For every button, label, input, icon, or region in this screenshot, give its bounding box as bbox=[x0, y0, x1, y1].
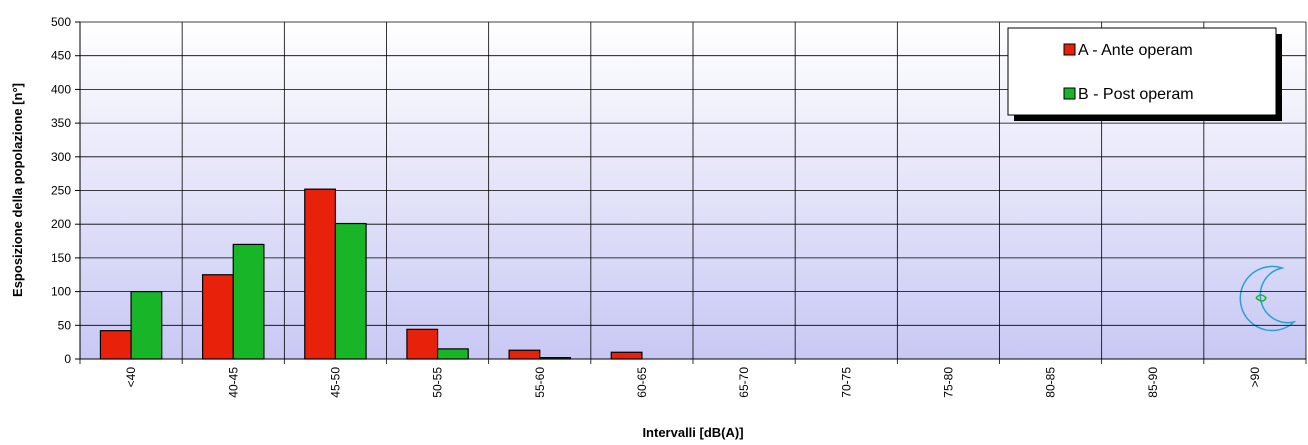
x-tick-label: 70-75 bbox=[839, 367, 853, 398]
x-tick-label: 55-60 bbox=[533, 367, 547, 398]
x-tick-label: 40-45 bbox=[226, 367, 240, 398]
legend-swatch bbox=[1063, 43, 1076, 56]
y-tick-label: 150 bbox=[51, 251, 71, 265]
bar bbox=[610, 351, 643, 360]
bar bbox=[406, 328, 439, 360]
bar bbox=[539, 357, 571, 360]
bar bbox=[334, 222, 367, 360]
x-tick-label: <40 bbox=[124, 367, 138, 388]
bar bbox=[508, 349, 541, 360]
x-tick-label: 50-55 bbox=[431, 367, 445, 398]
y-tick-label: 400 bbox=[51, 82, 71, 96]
y-tick-label: 200 bbox=[51, 217, 71, 231]
y-axis-title: Esposizione della popolazione [n°] bbox=[10, 83, 25, 297]
x-tick-label: 75-80 bbox=[941, 367, 955, 398]
y-tick-label: 0 bbox=[64, 352, 71, 366]
legend-label: B - Post operam bbox=[1078, 86, 1194, 103]
y-tick-label: 350 bbox=[51, 116, 71, 130]
bar bbox=[232, 243, 265, 360]
x-tick-label: 65-70 bbox=[737, 367, 751, 398]
x-axis-title: Intervalli [dB(A)] bbox=[642, 425, 743, 440]
bar bbox=[99, 330, 132, 360]
bar bbox=[202, 274, 234, 360]
x-tick-label: 45-50 bbox=[328, 367, 342, 398]
y-tick-label: 100 bbox=[51, 285, 71, 299]
legend-label: A - Ante operam bbox=[1078, 42, 1193, 59]
x-tick-label: 60-65 bbox=[635, 367, 649, 398]
y-tick-label: 500 bbox=[51, 15, 71, 29]
legend-swatch bbox=[1063, 87, 1076, 100]
bar bbox=[130, 291, 163, 360]
legend bbox=[1007, 27, 1277, 116]
bar bbox=[436, 348, 469, 360]
y-tick-label: 250 bbox=[51, 184, 71, 198]
bar bbox=[304, 188, 337, 360]
y-tick-label: 50 bbox=[58, 318, 72, 332]
x-tick-label: 85-90 bbox=[1146, 367, 1160, 398]
x-tick-label: >90 bbox=[1248, 367, 1262, 388]
y-tick-label: 300 bbox=[51, 150, 71, 164]
y-tick-label: 450 bbox=[51, 49, 71, 63]
x-tick-label: 80-85 bbox=[1044, 367, 1058, 398]
